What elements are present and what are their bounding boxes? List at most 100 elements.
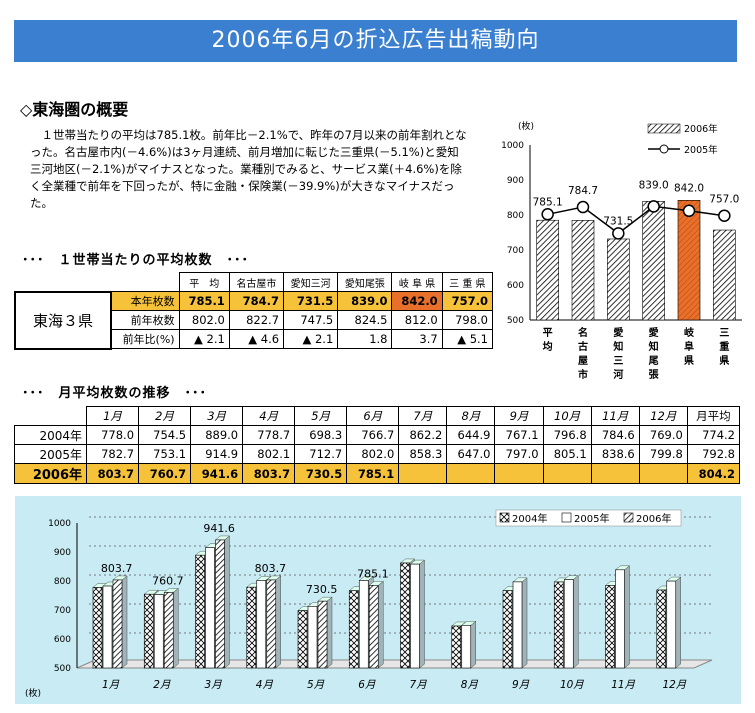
legend-label: 2006年 xyxy=(636,512,671,525)
bar-side xyxy=(326,596,333,669)
data-label: 839.0 xyxy=(639,179,669,191)
bar-2005年 xyxy=(205,547,215,669)
cell: 839.0 xyxy=(337,291,393,311)
bar-side xyxy=(378,580,384,669)
avg-cell: 804.2 xyxy=(686,463,741,484)
cell: 753.1 xyxy=(138,444,192,464)
cell xyxy=(398,463,448,484)
data-label: 731.5 xyxy=(603,215,633,227)
cell: 838.6 xyxy=(590,444,640,464)
cell: ▲ 5.1 xyxy=(441,329,494,349)
bar-2004年 xyxy=(195,554,205,669)
cell: 941.6 xyxy=(190,463,244,484)
legend-swatch-2006 xyxy=(647,123,681,134)
x-tick-label-char: 県 xyxy=(719,354,729,367)
bar-side xyxy=(573,575,579,669)
cell: 803.7 xyxy=(85,463,140,484)
y-tick-label: 800 xyxy=(54,577,71,587)
x-tick-label-char: 三 xyxy=(613,355,623,367)
bar-side xyxy=(470,620,476,669)
y-tick-label: 600 xyxy=(54,635,71,645)
y-tick-label: 1000 xyxy=(48,519,71,529)
bar-2006 xyxy=(642,201,665,321)
bar-side xyxy=(173,587,179,669)
cell: 769.0 xyxy=(638,425,688,445)
cell: 778.7 xyxy=(242,425,296,445)
row-label: 本年枚数 xyxy=(110,291,180,311)
avg-header: 月平均 xyxy=(686,406,741,426)
cell: 797.0 xyxy=(494,444,544,464)
month-header: 7月 xyxy=(398,406,448,426)
cell: 766.7 xyxy=(346,425,400,445)
y-tick-label: 900 xyxy=(54,548,71,558)
x-tick-label: 10月 xyxy=(560,679,584,691)
month-header: 1月 xyxy=(85,406,140,426)
data-label: 785.1 xyxy=(533,196,563,208)
month-header: 8月 xyxy=(446,406,496,426)
cell: 754.5 xyxy=(138,425,192,445)
cell xyxy=(446,463,496,484)
point-2005 xyxy=(576,200,590,214)
month-header: 3月 xyxy=(190,406,244,426)
point-2005 xyxy=(541,208,554,221)
x-tick-label-char: 岐 xyxy=(684,326,694,339)
y-tick-label: 600 xyxy=(507,281,524,291)
bar-2005年 xyxy=(512,581,523,669)
x-tick-label: 9月 xyxy=(512,679,530,691)
cell: 644.9 xyxy=(446,425,496,445)
cell: 802.0 xyxy=(178,310,230,330)
x-tick-label-char: 河 xyxy=(613,369,623,381)
x-tick-label-char: 古 xyxy=(578,340,588,353)
legend-swatch xyxy=(623,512,634,523)
row-label: 2006年 xyxy=(14,463,87,484)
cell xyxy=(590,463,640,484)
bar-side xyxy=(419,559,425,669)
month-header: 10月 xyxy=(542,406,592,426)
cell: 3.7 xyxy=(391,329,443,349)
unit-label: (枚) xyxy=(25,687,41,699)
col-header: 岐 阜 県 xyxy=(391,272,443,292)
bar-2006 xyxy=(571,220,595,321)
legend-box xyxy=(495,509,682,527)
bar-2005年 xyxy=(307,606,318,669)
data-label: 842.0 xyxy=(674,182,704,194)
bar-2005年 xyxy=(563,579,574,669)
bar-side xyxy=(121,575,128,669)
data-label: 941.6 xyxy=(203,522,235,535)
cell: 747.5 xyxy=(283,310,339,330)
x-tick-label-char: 重 xyxy=(719,340,729,353)
month-header: 2月 xyxy=(138,406,192,426)
cell: ▲ 2.1 xyxy=(283,329,339,349)
cell: 782.7 xyxy=(85,444,140,464)
bar-2004年 xyxy=(656,589,667,669)
household-average-table: 平 均 名古屋市 愛知三河 愛知尾張 岐 阜 県 三 重 県 東海３県 本年枚数… xyxy=(14,272,494,350)
cell: 647.0 xyxy=(446,444,496,464)
bar-side xyxy=(624,565,630,669)
month-header: 5月 xyxy=(294,406,348,426)
point-2005 xyxy=(612,227,625,240)
bar-2004年 xyxy=(143,593,154,669)
x-tick-label-char: 尾 xyxy=(649,355,659,367)
y-tick-label: 900 xyxy=(507,176,524,186)
x-tick-label-char: 阜 xyxy=(684,340,694,353)
bar-2005年 xyxy=(358,580,369,669)
month-header: 4月 xyxy=(242,406,296,426)
cell: 824.5 xyxy=(337,310,393,330)
x-tick-label: 1月 xyxy=(102,679,120,691)
bar-2004年 xyxy=(502,590,513,669)
data-label: 757.0 xyxy=(709,194,739,206)
legend-label: 2006年 xyxy=(684,123,718,135)
cell xyxy=(542,463,592,484)
x-tick-label: 8月 xyxy=(461,679,479,691)
bar-2004年 xyxy=(553,581,564,669)
cell xyxy=(638,463,688,484)
cell: 802.1 xyxy=(242,444,296,464)
bar-2004年 xyxy=(451,625,462,669)
point-2005 xyxy=(682,204,696,218)
cell: 778.0 xyxy=(85,425,140,445)
cell: 767.1 xyxy=(494,425,544,445)
cell: 1.8 xyxy=(337,329,393,349)
col-header: 三 重 県 xyxy=(441,272,494,292)
bar-2006 xyxy=(536,219,559,321)
bar-2006年 xyxy=(317,600,328,669)
